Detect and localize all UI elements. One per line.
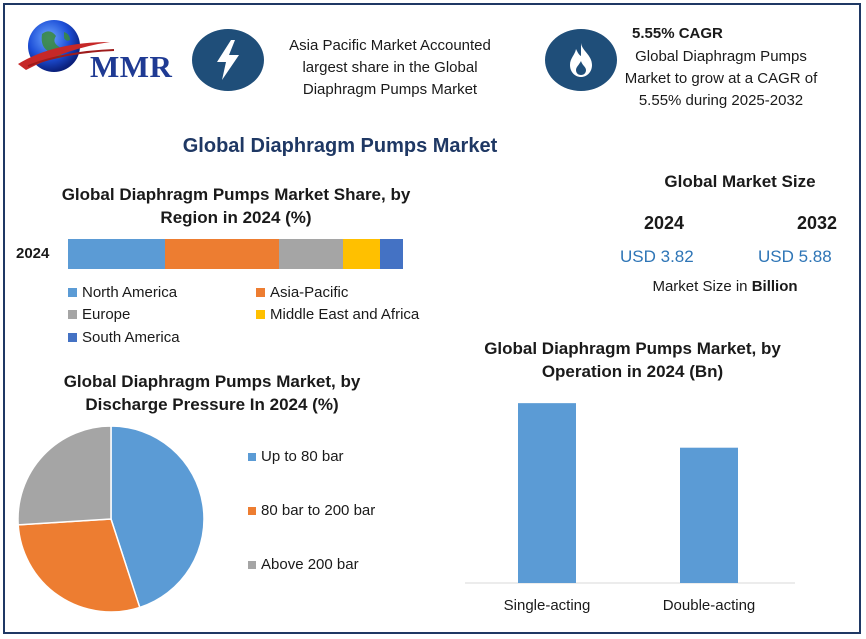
legend-asia-pacific: Asia-Pacific: [256, 284, 348, 301]
mmr-logo: MMR: [14, 12, 174, 84]
region-segment-north-america: [68, 239, 166, 269]
pie-svg: [17, 425, 205, 613]
region-segment-europe: [279, 239, 343, 269]
region-segment-south-america: [379, 239, 403, 269]
legend-south-america: South America: [68, 329, 180, 346]
main-title: Global Diaphragm Pumps Market: [182, 135, 498, 157]
operation-svg: Single-acting Double-acting: [465, 403, 795, 614]
unit-prefix: Market Size in: [652, 278, 748, 295]
market-size-title: Global Market Size: [664, 172, 816, 191]
legend-middle-east-africa: Middle East and Africa: [256, 306, 419, 323]
highlight-text-2: Global Diaphragm Pumps Market to grow at…: [624, 48, 818, 109]
legend-swatch: [248, 506, 256, 515]
region-segment-asia-pacific: [165, 239, 280, 269]
legend-label: North America: [82, 284, 178, 301]
highlight-text-1: Asia Pacific Market Accounted largest sh…: [289, 37, 491, 98]
pie-slice-up-to-80-bar: [110, 425, 205, 609]
legend-swatch: [68, 288, 77, 297]
legend-swatch: [256, 310, 265, 319]
pie-slice-80-bar-to-200-bar: [17, 518, 141, 613]
market-size-value-2032: USD 5.88: [758, 247, 832, 266]
region-chart-title: Global Diaphragm Pumps Market Share, by …: [61, 185, 411, 227]
legend-label: Asia-Pacific: [270, 284, 349, 301]
legend-label: 80 bar to 200 bar: [261, 502, 376, 519]
legend-80-to-200-bar: 80 bar to 200 bar: [248, 502, 375, 519]
legend-swatch: [248, 560, 256, 569]
legend-europe: Europe: [68, 306, 130, 323]
market-size-year-2032: 2032: [797, 213, 838, 233]
lightning-bolt-icon: [217, 40, 239, 80]
pie-chart: [14, 422, 208, 616]
legend-above-200-bar: Above 200 bar: [248, 556, 359, 573]
legend-swatch: [68, 333, 77, 342]
market-size-unit: Market Size in Billion: [620, 278, 830, 295]
legend-label: South America: [82, 329, 180, 346]
infographic-border: [3, 3, 861, 634]
cagr-title: 5.55% CAGR: [632, 25, 723, 42]
highlight-badge-1: [192, 29, 264, 91]
legend-swatch: [248, 452, 256, 461]
legend-label: Up to 80 bar: [261, 448, 344, 465]
bar-double-acting: [680, 447, 738, 583]
pie-slice-above-200-bar: [17, 425, 112, 526]
region-stacked-bar: [68, 239, 403, 269]
pie-chart-title: Global Diaphragm Pumps Market, by Discha…: [63, 372, 361, 414]
market-size-value-2024: USD 3.82: [620, 247, 694, 266]
region-segment-middle-east-and-africa: [342, 239, 380, 269]
legend-north-america: North America: [68, 284, 177, 301]
x-tick-label: Double-acting: [663, 597, 756, 614]
region-chart-category: 2024: [16, 245, 50, 262]
legend-swatch: [68, 310, 77, 319]
operation-chart-title: Global Diaphragm Pumps Market, by Operat…: [484, 339, 781, 381]
highlight-badge-2: [545, 29, 617, 91]
legend-up-to-80-bar: Up to 80 bar: [248, 448, 344, 465]
legend-label: Europe: [82, 306, 131, 323]
flame-icon: [570, 43, 592, 77]
unit-bold: Billion: [751, 278, 798, 295]
market-size-year-2024: 2024: [644, 213, 685, 233]
bar-single-acting: [518, 403, 576, 583]
legend-label: Above 200 bar: [261, 556, 359, 573]
legend-swatch: [256, 288, 265, 297]
legend-label: Middle East and Africa: [270, 306, 420, 323]
operation-bar-chart: Single-acting Double-acting: [465, 385, 795, 615]
x-tick-label: Single-acting: [504, 597, 591, 614]
globe-icon: [18, 20, 115, 72]
logo-text: MMR: [90, 49, 173, 84]
